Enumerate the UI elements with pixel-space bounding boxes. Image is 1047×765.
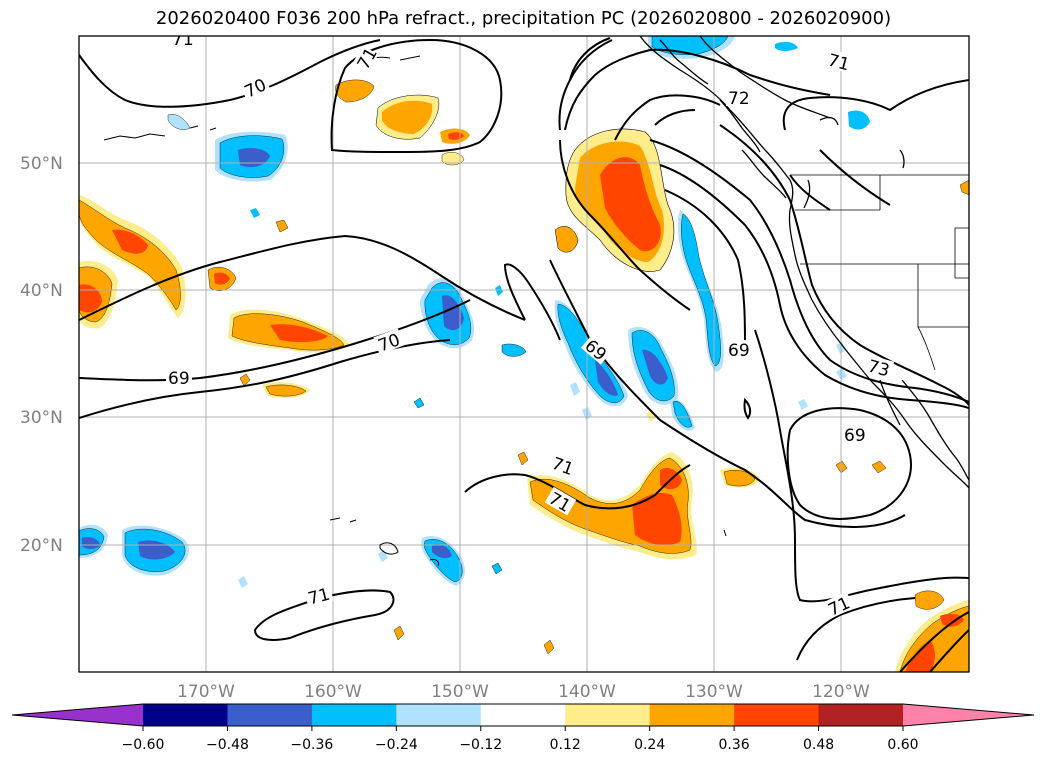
contour-label: 69 [168,369,190,389]
map-plot-area: 71 70 69 70 69 71 71 71 72 71 69 73 69 [79,30,969,672]
latitude-labels: 50°N 40°N 30°N 20°N [20,154,63,556]
colorbar-tick-label: −0.48 [206,737,249,753]
colorbar-segment [480,704,566,726]
colorbar-tick-label: −0.12 [459,737,502,753]
longitude-labels: 170°W 160°W 150°W 140°W 130°W 120°W [177,682,870,702]
map-gridlines [79,36,969,672]
map-title: 2026020400 F036 200 hPa refract., precip… [155,8,892,29]
islands [103,55,727,567]
colorbar-extend-low [12,704,143,726]
colorbar-tick-label: −0.60 [122,737,165,753]
colorbar-segment [649,704,735,726]
colorbar-tick-label: 0.12 [550,737,581,753]
colorbar-segment [143,704,228,726]
lon-label-120w: 120°W [812,682,870,702]
negative-anomaly-fields [79,36,870,588]
colorbar-tick-label: 0.24 [634,737,665,753]
colorbar-segment [565,704,651,726]
contour-label: 69 [728,341,750,361]
state-borders [790,174,969,371]
colorbar: −0.60 −0.48 −0.36 −0.24 −0.12 0.12 0.24 0.36 0.4… [11,703,1035,753]
contour-label: 69 [844,426,866,446]
lon-label-170w: 170°W [177,682,235,702]
lon-label-150w: 150°W [431,682,489,702]
colorbar-tick-label: −0.36 [290,737,333,753]
colorbar-segment [818,704,904,726]
lon-label-130w: 130°W [685,682,743,702]
contour-label-group: 71 70 69 70 69 71 71 71 72 71 69 73 69 [166,30,895,621]
colorbar-segment [396,704,482,726]
lat-label-20n: 20°N [20,536,63,556]
positive-anomaly-fields [79,79,969,672]
colorbar-segment [311,704,397,726]
lat-label-50n: 50°N [20,154,63,174]
lat-label-30n: 30°N [20,408,63,428]
colorbar-segment [734,704,820,726]
colorbar-tick-label: −0.24 [375,737,418,753]
colorbar-tick-label: 0.60 [887,737,918,753]
colorbar-tick-label: 0.48 [803,737,834,753]
colorbar-segment [227,704,313,726]
colorbar-tick-label: 0.36 [719,737,750,753]
contour-label: 72 [728,89,750,109]
lon-label-140w: 140°W [558,682,616,702]
lon-label-160w: 160°W [304,682,362,702]
colorbar-extend-high [903,704,1034,726]
contour-label: 71 [172,30,194,50]
lat-label-40n: 40°N [20,281,63,301]
map-frame [78,35,970,673]
